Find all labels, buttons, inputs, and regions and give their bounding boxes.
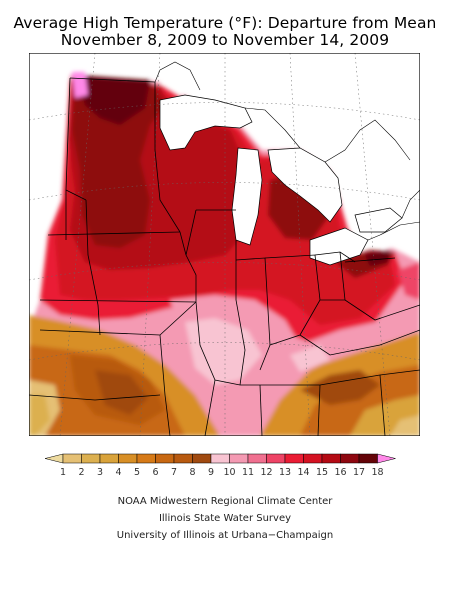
legend-tick-label: 10 (223, 467, 235, 478)
legend-tick-label: 9 (208, 467, 214, 478)
map-date-range: November 8, 2009 to November 14, 2009 (60, 31, 390, 49)
legend-tick-label: 2 (78, 467, 84, 478)
legend-bin (118, 453, 138, 464)
great-lakes (159, 94, 403, 266)
legend-bin (62, 453, 82, 464)
legend-bin (192, 453, 212, 464)
legend-bin (210, 453, 230, 464)
legend-tick-label: 12 (260, 467, 272, 478)
legend-tick-label: 6 (152, 467, 158, 478)
legend-over-arrow (377, 453, 396, 464)
legend-bin (247, 453, 267, 464)
legend-tick-label: 4 (115, 467, 121, 478)
legend-tick-label: 8 (189, 467, 195, 478)
legend-bin (303, 453, 323, 464)
legend-bin (155, 453, 175, 464)
legend-tick-label: 5 (134, 467, 140, 478)
legend-tick-label: 1 (60, 467, 66, 478)
graticule (29, 53, 420, 436)
map-title: Average High Temperature (°F): Departure… (13, 14, 437, 32)
map-field (29, 53, 420, 436)
legend-bin (321, 453, 341, 464)
credit-line-3: University of Illinois at Urbana−Champai… (116, 530, 334, 541)
credit-line-2: Illinois State Water Survey (158, 513, 292, 524)
legend-bin (173, 453, 193, 464)
state-boundaries (29, 77, 420, 436)
legend-bin (136, 453, 156, 464)
legend-bin (229, 453, 249, 464)
legend-bin (99, 453, 119, 464)
legend-tick-label: 16 (334, 467, 346, 478)
credit-line-1: NOAA Midwestern Regional Climate Center (117, 496, 333, 507)
legend-tick-label: 13 (279, 467, 291, 478)
legend-bin (340, 453, 360, 464)
legend-tick-label: 15 (316, 467, 328, 478)
legend-bin (358, 453, 378, 464)
legend-tick-label: 11 (242, 467, 254, 478)
legend-bin (284, 453, 304, 464)
legend-tick-label: 14 (297, 467, 309, 478)
canada-border (154, 61, 420, 241)
legend-bin (266, 453, 286, 464)
legend-tick-label: 17 (353, 467, 365, 478)
color-legend: 1 2 3 4 5 6 7 8 9 10 11 12 13 14 15 16 17 18 (44, 453, 396, 478)
legend-tick-label: 3 (97, 467, 103, 478)
legend-bin (81, 453, 101, 464)
legend-under-arrow (44, 453, 64, 464)
legend-tick-label: 18 (371, 467, 383, 478)
legend-tick-label: 7 (171, 467, 177, 478)
